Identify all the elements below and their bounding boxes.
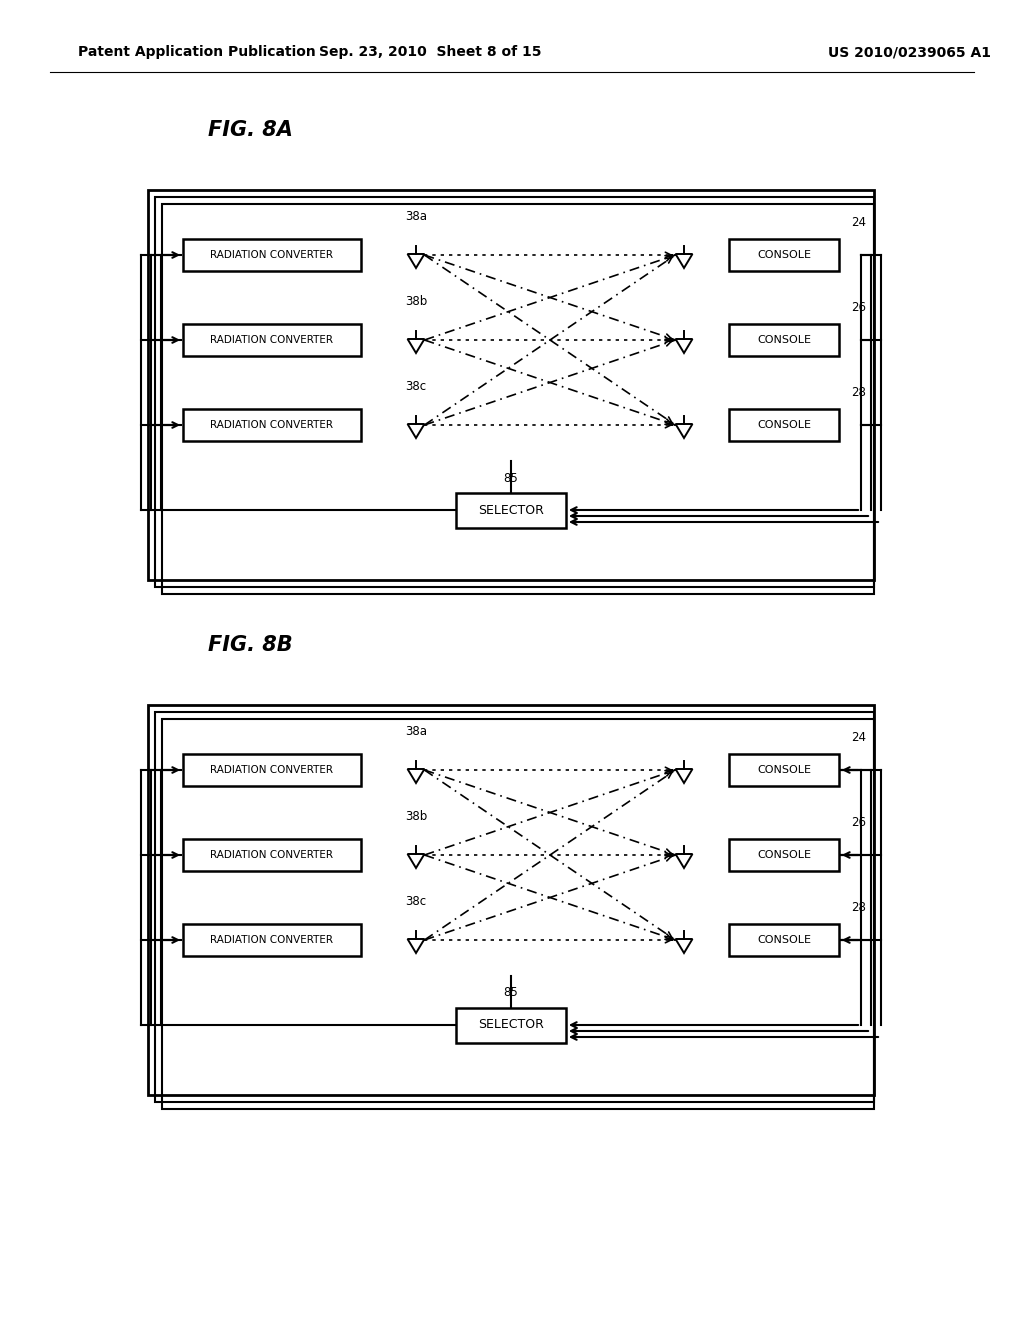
Text: FIG. 8B: FIG. 8B xyxy=(208,635,293,655)
Bar xyxy=(155,197,874,587)
Bar xyxy=(155,711,874,1102)
Text: CONSOLE: CONSOLE xyxy=(757,935,811,945)
Text: 38c: 38c xyxy=(406,895,427,908)
Bar xyxy=(729,409,839,441)
Bar xyxy=(729,323,839,356)
Text: RADIATION CONVERTER: RADIATION CONVERTER xyxy=(211,249,334,260)
Text: RADIATION CONVERTER: RADIATION CONVERTER xyxy=(211,850,334,861)
Text: 26: 26 xyxy=(851,301,866,314)
Text: 85: 85 xyxy=(504,986,518,999)
Text: FIG. 8A: FIG. 8A xyxy=(208,120,293,140)
Bar xyxy=(729,239,839,271)
Text: SELECTOR: SELECTOR xyxy=(478,503,544,516)
Text: RADIATION CONVERTER: RADIATION CONVERTER xyxy=(211,935,334,945)
Text: Patent Application Publication: Patent Application Publication xyxy=(78,45,315,59)
Text: CONSOLE: CONSOLE xyxy=(757,249,811,260)
Bar xyxy=(148,705,874,1096)
Text: CONSOLE: CONSOLE xyxy=(757,850,811,861)
Bar xyxy=(729,754,839,785)
Text: 24: 24 xyxy=(851,731,866,744)
Text: Sep. 23, 2010  Sheet 8 of 15: Sep. 23, 2010 Sheet 8 of 15 xyxy=(318,45,542,59)
Bar xyxy=(183,239,361,271)
Text: 38b: 38b xyxy=(404,810,427,822)
Text: CONSOLE: CONSOLE xyxy=(757,420,811,430)
Text: 24: 24 xyxy=(851,216,866,228)
Text: 26: 26 xyxy=(851,816,866,829)
Text: 38a: 38a xyxy=(406,210,427,223)
Bar xyxy=(729,840,839,871)
Bar xyxy=(729,924,839,956)
Bar xyxy=(148,190,874,579)
Text: 38c: 38c xyxy=(406,380,427,393)
Text: RADIATION CONVERTER: RADIATION CONVERTER xyxy=(211,335,334,345)
Bar xyxy=(456,492,566,528)
Bar xyxy=(183,409,361,441)
Text: 28: 28 xyxy=(851,385,866,399)
Bar xyxy=(162,205,874,594)
Bar xyxy=(162,719,874,1109)
Bar xyxy=(183,754,361,785)
Text: 38b: 38b xyxy=(404,294,427,308)
Text: 38a: 38a xyxy=(406,725,427,738)
Text: US 2010/0239065 A1: US 2010/0239065 A1 xyxy=(828,45,991,59)
Text: 28: 28 xyxy=(851,902,866,913)
Text: 85: 85 xyxy=(504,471,518,484)
Text: SELECTOR: SELECTOR xyxy=(478,1019,544,1031)
Text: RADIATION CONVERTER: RADIATION CONVERTER xyxy=(211,766,334,775)
Text: CONSOLE: CONSOLE xyxy=(757,766,811,775)
Bar xyxy=(183,924,361,956)
Text: RADIATION CONVERTER: RADIATION CONVERTER xyxy=(211,420,334,430)
Text: CONSOLE: CONSOLE xyxy=(757,335,811,345)
Bar xyxy=(183,323,361,356)
Bar xyxy=(456,1007,566,1043)
Bar xyxy=(183,840,361,871)
